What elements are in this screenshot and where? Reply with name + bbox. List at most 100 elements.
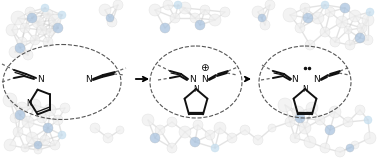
Circle shape: [142, 114, 154, 126]
Circle shape: [106, 14, 114, 22]
Circle shape: [179, 2, 191, 14]
Text: N: N: [201, 75, 208, 83]
Circle shape: [200, 5, 210, 15]
Circle shape: [20, 23, 30, 33]
Circle shape: [329, 106, 341, 118]
Circle shape: [113, 0, 123, 10]
Circle shape: [220, 7, 230, 17]
Circle shape: [167, 143, 177, 153]
Circle shape: [149, 4, 161, 16]
Circle shape: [26, 132, 38, 144]
Circle shape: [306, 102, 318, 114]
Circle shape: [364, 132, 376, 144]
Circle shape: [40, 135, 50, 145]
Circle shape: [10, 113, 20, 123]
Circle shape: [9, 46, 21, 58]
Circle shape: [13, 127, 23, 137]
Circle shape: [340, 3, 350, 13]
Circle shape: [240, 125, 250, 135]
Circle shape: [3, 93, 17, 107]
Text: N: N: [26, 98, 32, 107]
Circle shape: [41, 4, 49, 12]
Circle shape: [43, 37, 53, 47]
Circle shape: [34, 141, 42, 149]
Circle shape: [90, 123, 100, 133]
Circle shape: [60, 103, 70, 113]
Circle shape: [295, 23, 305, 33]
Circle shape: [190, 13, 200, 23]
Circle shape: [300, 3, 310, 13]
Circle shape: [99, 4, 111, 16]
Circle shape: [29, 99, 41, 111]
Circle shape: [160, 23, 170, 33]
Circle shape: [11, 11, 25, 25]
Circle shape: [357, 23, 367, 33]
Circle shape: [292, 106, 304, 118]
Circle shape: [53, 115, 63, 125]
Text: N: N: [193, 86, 199, 94]
Circle shape: [346, 144, 354, 152]
Circle shape: [305, 40, 315, 50]
Text: N: N: [38, 75, 44, 83]
Circle shape: [30, 35, 40, 45]
Circle shape: [345, 40, 355, 50]
Circle shape: [325, 7, 335, 17]
Circle shape: [193, 120, 203, 130]
Circle shape: [303, 13, 313, 23]
Circle shape: [15, 110, 25, 120]
Circle shape: [227, 133, 237, 143]
Circle shape: [150, 133, 160, 143]
Circle shape: [53, 23, 63, 33]
Circle shape: [268, 124, 276, 132]
Circle shape: [34, 146, 42, 154]
Circle shape: [364, 116, 372, 124]
Circle shape: [27, 13, 37, 23]
Circle shape: [312, 12, 324, 24]
Circle shape: [4, 139, 16, 151]
Circle shape: [107, 17, 117, 27]
Circle shape: [343, 117, 353, 127]
Circle shape: [351, 141, 359, 149]
Circle shape: [325, 125, 335, 135]
Circle shape: [265, 0, 275, 10]
Circle shape: [17, 37, 27, 47]
Circle shape: [170, 13, 180, 23]
Circle shape: [330, 37, 340, 47]
Circle shape: [43, 9, 53, 19]
Circle shape: [253, 135, 263, 145]
Circle shape: [258, 14, 266, 22]
Circle shape: [21, 144, 29, 152]
Circle shape: [211, 144, 219, 152]
Circle shape: [43, 123, 53, 133]
Circle shape: [155, 125, 165, 135]
Circle shape: [320, 27, 330, 37]
Circle shape: [252, 6, 264, 18]
Circle shape: [321, 1, 329, 9]
Circle shape: [44, 104, 56, 116]
Circle shape: [344, 26, 352, 34]
Circle shape: [366, 8, 374, 16]
Circle shape: [116, 126, 124, 134]
Circle shape: [195, 20, 205, 30]
Circle shape: [16, 102, 28, 114]
Circle shape: [362, 14, 374, 26]
Circle shape: [6, 24, 18, 36]
Text: N: N: [85, 75, 91, 83]
Circle shape: [349, 10, 361, 22]
Circle shape: [320, 143, 330, 153]
Circle shape: [278, 98, 292, 112]
Circle shape: [283, 8, 297, 22]
Circle shape: [315, 115, 325, 125]
Circle shape: [22, 116, 34, 128]
Text: ⊕: ⊕: [200, 63, 208, 73]
Circle shape: [209, 14, 221, 26]
Circle shape: [285, 117, 295, 127]
Circle shape: [46, 28, 54, 36]
Circle shape: [214, 122, 226, 134]
Text: N: N: [189, 75, 195, 83]
Circle shape: [167, 117, 177, 127]
Circle shape: [103, 133, 113, 143]
Circle shape: [205, 130, 215, 140]
Circle shape: [336, 16, 348, 28]
Circle shape: [355, 105, 365, 115]
